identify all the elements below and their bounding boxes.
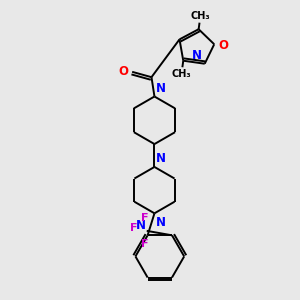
Text: CH₃: CH₃ xyxy=(190,11,210,21)
Text: N: N xyxy=(136,219,146,232)
Text: O: O xyxy=(218,39,228,52)
Text: F: F xyxy=(142,212,149,223)
Text: N: N xyxy=(156,216,166,229)
Text: O: O xyxy=(118,65,129,78)
Text: F: F xyxy=(141,239,148,249)
Text: CH₃: CH₃ xyxy=(172,69,192,79)
Text: N: N xyxy=(156,82,166,95)
Text: N: N xyxy=(192,49,202,62)
Text: F: F xyxy=(130,224,137,233)
Text: N: N xyxy=(156,152,166,166)
